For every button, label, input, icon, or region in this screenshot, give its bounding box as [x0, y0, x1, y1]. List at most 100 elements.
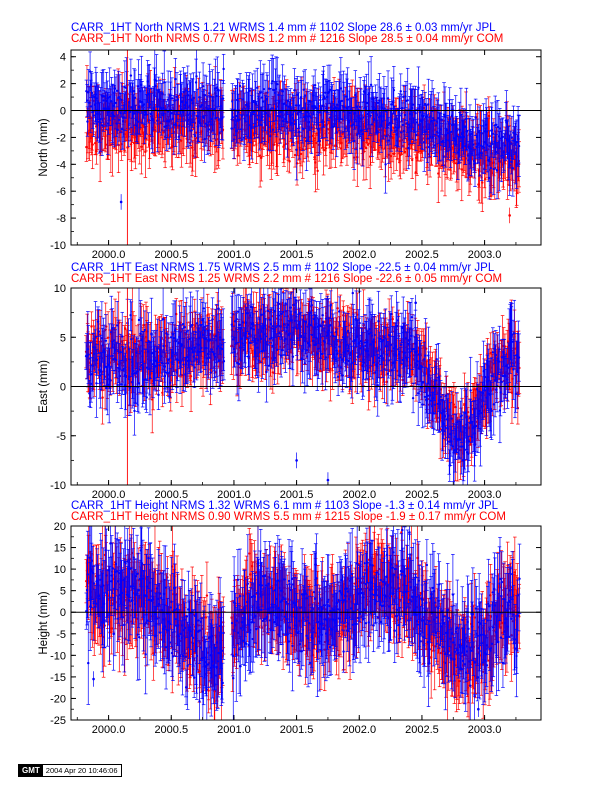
- data-point: [90, 72, 94, 114]
- point-marker: [284, 104, 288, 107]
- data-point: [284, 88, 288, 122]
- data-point: [232, 120, 236, 159]
- point-marker: [120, 98, 123, 102]
- point-marker: [286, 127, 289, 130]
- point-marker: [230, 127, 233, 130]
- point-marker: [238, 84, 242, 88]
- point-marker: [303, 94, 307, 97]
- data-point: [128, 82, 132, 142]
- point-marker: [274, 87, 278, 91]
- data-point: [288, 88, 293, 126]
- point-marker: [115, 89, 119, 93]
- point-marker: [200, 130, 203, 133]
- data-point: [334, 107, 339, 158]
- series-jpl: [84, 50, 521, 200]
- data-point: [271, 108, 275, 151]
- point-marker: [137, 85, 140, 88]
- data-point: [119, 127, 124, 161]
- point-marker: [328, 116, 332, 119]
- data-point: [312, 84, 316, 133]
- data-point: [160, 72, 165, 114]
- point-marker: [161, 92, 164, 95]
- point-marker: [335, 130, 338, 134]
- data-point: [291, 94, 296, 147]
- point-marker: [102, 107, 106, 110]
- point-marker: [262, 87, 266, 91]
- point-marker: [483, 178, 487, 181]
- point-marker: [86, 99, 89, 102]
- data-point: [255, 67, 260, 108]
- data-point: [323, 78, 327, 107]
- point-marker: [221, 97, 225, 100]
- point-marker: [177, 135, 181, 138]
- point-marker: [213, 145, 216, 148]
- data-point: [234, 85, 238, 147]
- data-point: [107, 67, 112, 127]
- data-point: [176, 84, 180, 115]
- data-point: [137, 79, 142, 135]
- point-marker: [272, 88, 275, 92]
- point-marker: [328, 88, 332, 91]
- point-marker: [289, 105, 292, 109]
- point-marker: [481, 181, 484, 184]
- point-marker: [112, 114, 116, 118]
- point-marker: [195, 75, 198, 78]
- point-marker: [270, 82, 273, 85]
- point-marker: [115, 122, 118, 125]
- point-marker: [178, 124, 181, 127]
- point-marker: [99, 118, 102, 121]
- point-marker: [98, 121, 101, 124]
- north-panel: CARR_1HT North NRMS 1.21 WRMS 1.4 mm # 1…: [38, 22, 542, 261]
- point-marker: [207, 128, 211, 131]
- data-point: [92, 82, 96, 112]
- point-marker: [264, 112, 267, 115]
- point-marker: [148, 103, 151, 106]
- point-marker: [234, 114, 238, 118]
- point-marker: [92, 114, 95, 117]
- point-marker: [176, 98, 180, 101]
- point-marker: [286, 99, 290, 102]
- data-point: [436, 144, 441, 204]
- point-marker: [242, 136, 246, 139]
- point-marker: [148, 143, 151, 146]
- point-marker: [193, 111, 196, 115]
- point-marker: [120, 142, 123, 146]
- point-marker: [169, 94, 172, 97]
- point-marker: [211, 112, 215, 116]
- data-point: [292, 68, 297, 113]
- point-marker: [259, 123, 263, 127]
- legend-line-jpl: CARR_1HT North NRMS 1.21 WRMS 1.4 mm # 1…: [71, 22, 496, 34]
- point-marker: [193, 134, 197, 138]
- data-point: [147, 64, 152, 109]
- point-marker: [86, 120, 89, 123]
- point-marker: [313, 83, 317, 87]
- point-marker: [269, 135, 272, 138]
- data-point: [237, 100, 242, 140]
- point-marker: [154, 84, 157, 87]
- point-marker: [182, 90, 185, 94]
- data-point: [313, 69, 317, 101]
- legend-line-com: CARR_1HT North NRMS 0.77 WRMS 1.2 mm # 1…: [71, 33, 503, 45]
- data-point: [87, 86, 92, 119]
- point-marker: [101, 95, 104, 98]
- data-point: [199, 101, 204, 161]
- data-point: [397, 148, 402, 177]
- data-point: [117, 98, 121, 142]
- point-marker: [271, 79, 274, 83]
- point-marker: [198, 96, 201, 99]
- point-marker: [108, 95, 111, 99]
- point-marker: [89, 105, 93, 108]
- point-marker: [245, 103, 248, 106]
- data-point: [201, 62, 205, 110]
- data-point: [186, 90, 191, 149]
- point-marker: [322, 95, 325, 98]
- point-marker: [140, 145, 143, 148]
- point-marker: [232, 138, 236, 141]
- point-marker: [319, 98, 322, 102]
- point-marker: [276, 83, 279, 86]
- point-marker: [172, 123, 175, 127]
- point-marker: [213, 107, 216, 111]
- point-marker: [136, 120, 140, 123]
- point-marker: [403, 150, 407, 154]
- point-marker: [91, 143, 94, 146]
